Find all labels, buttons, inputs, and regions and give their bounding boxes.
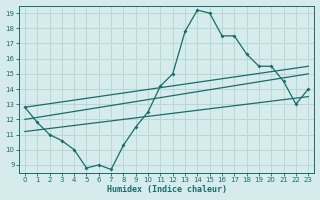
X-axis label: Humidex (Indice chaleur): Humidex (Indice chaleur) — [107, 185, 227, 194]
